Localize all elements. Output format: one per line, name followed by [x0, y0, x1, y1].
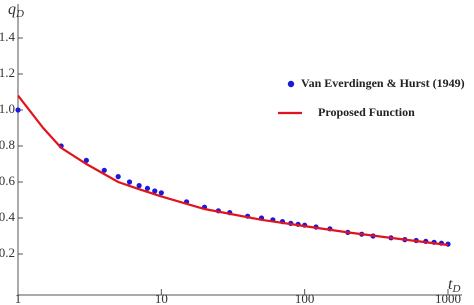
data-point [136, 183, 142, 189]
data-point [152, 188, 158, 194]
data-point [15, 107, 21, 113]
data-point [144, 185, 151, 191]
curve [17, 94, 449, 247]
x-tick-label: 100 [295, 291, 315, 305]
y-tick-label: 1.4 [0, 29, 16, 44]
legend-label: Van Everdingen & Hurst (1949) [301, 76, 465, 90]
data-point [101, 167, 107, 173]
x-label: tD [448, 276, 460, 295]
legend-marker [287, 80, 295, 88]
y-tick-label: 1.2 [0, 65, 15, 80]
y-tick-label: 0.4 [0, 209, 16, 224]
x-tick-label: 1000 [435, 291, 461, 305]
y-tick-label: 1.0 [0, 101, 15, 116]
x-tick-label: 10 [155, 291, 168, 305]
legend-label: Proposed Function [318, 105, 415, 119]
data-point [115, 174, 121, 180]
data-point [158, 190, 164, 196]
y-tick-label: 0.6 [0, 173, 16, 188]
data-point [126, 179, 133, 185]
y-tick-label: 0.8 [0, 137, 15, 152]
x-tick-label: 1 [15, 291, 22, 305]
y-tick-label: 0.2 [0, 245, 15, 260]
y-label: qD [8, 1, 24, 20]
data-point [83, 157, 89, 163]
